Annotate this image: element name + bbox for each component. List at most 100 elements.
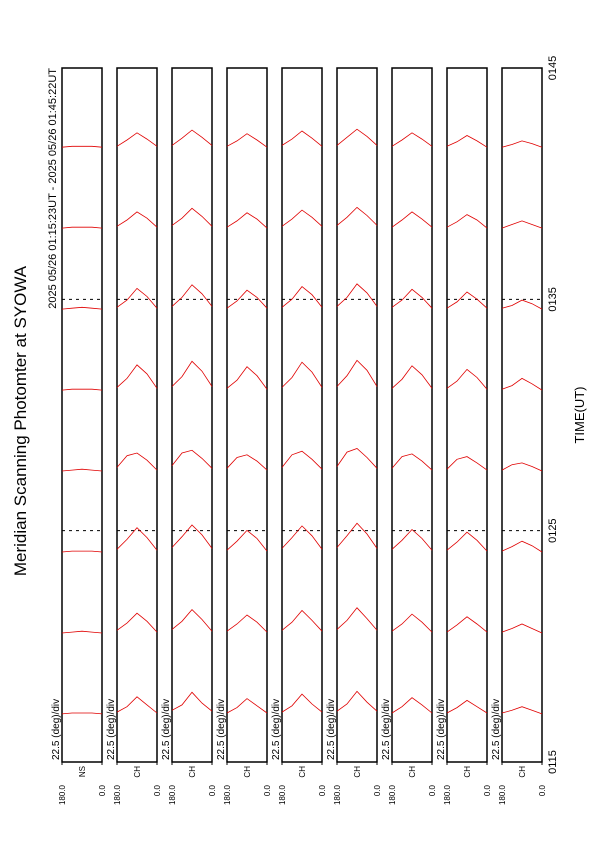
y-tick-label: 180.0 xyxy=(388,784,397,805)
scan-profile xyxy=(61,145,103,148)
channel-label: CH xyxy=(133,766,142,778)
scan-profile xyxy=(336,690,378,712)
scan-profile xyxy=(391,288,433,309)
subtitle: 2025 05/26 01:15:23UT - 2025 05/26 01:45… xyxy=(47,68,59,309)
x-tick-label: 0145 xyxy=(547,56,559,80)
scale-label: 22.5 (deg)/div xyxy=(51,699,62,760)
y-tick-label: 180.0 xyxy=(498,784,507,805)
y-tick-label: 180.0 xyxy=(333,784,342,805)
scan-profile xyxy=(446,214,488,229)
y-tick-label: 0.0 xyxy=(318,784,327,796)
scan-profile xyxy=(61,550,103,553)
scan-profile xyxy=(446,456,488,471)
scan-profile xyxy=(116,452,158,471)
scale-label: 22.5 (deg)/div xyxy=(491,699,502,760)
scan-profile xyxy=(501,140,543,148)
panel-frame xyxy=(226,67,268,763)
channel-label: CH xyxy=(408,766,417,778)
scan-profile xyxy=(336,359,378,387)
scan-profile xyxy=(446,616,488,633)
scan-profile xyxy=(391,365,433,389)
y-tick-label: 0.0 xyxy=(483,784,492,796)
scan-profile xyxy=(171,449,213,469)
scan-profile xyxy=(446,368,488,390)
panel-frame xyxy=(116,67,158,763)
x-tick-label: 0125 xyxy=(547,518,559,542)
scan-profile xyxy=(281,525,323,550)
scan-profile xyxy=(226,133,268,148)
scan-profile xyxy=(336,522,378,549)
scan-profile xyxy=(226,529,268,552)
scan-profile xyxy=(391,211,433,228)
scan-profile xyxy=(391,528,433,551)
y-tick-label: 180.0 xyxy=(168,784,177,805)
scale-label: 22.5 (deg)/div xyxy=(161,699,172,760)
scan-profile xyxy=(116,527,158,551)
scan-profile xyxy=(116,612,158,633)
y-tick-label: 180.0 xyxy=(278,784,287,805)
scan-profile xyxy=(171,609,213,632)
y-tick-label: 0.0 xyxy=(208,784,217,796)
y-tick-label: 0.0 xyxy=(538,784,547,796)
scan-profile xyxy=(336,448,378,469)
panel-frame xyxy=(281,67,323,763)
channel-label: CH xyxy=(518,766,527,778)
x-axis-label: TIME(UT) xyxy=(572,386,587,443)
channel-label: CH xyxy=(243,766,252,778)
scan-profile xyxy=(116,211,158,228)
panel-frame xyxy=(61,67,103,763)
y-tick-label: 180.0 xyxy=(113,784,122,805)
scan-profile xyxy=(446,291,488,309)
scan-profile xyxy=(391,613,433,633)
scan-profile xyxy=(61,712,103,715)
scan-profile xyxy=(61,306,103,310)
scan-profile xyxy=(281,609,323,632)
scan-profile xyxy=(501,623,543,634)
y-tick-label: 0.0 xyxy=(153,784,162,796)
scan-profile xyxy=(336,283,378,307)
scale-label: 22.5 (deg)/div xyxy=(106,699,117,760)
scale-label: 22.5 (deg)/div xyxy=(271,699,282,760)
scan-profile xyxy=(336,206,378,226)
scan-profile xyxy=(446,531,488,552)
chart-title: Meridian Scanning Photomter at SYOWA xyxy=(11,265,30,576)
channel-label: CH xyxy=(298,766,307,778)
y-tick-label: 0.0 xyxy=(263,784,272,796)
scan-profile xyxy=(336,607,378,631)
scan-profile xyxy=(61,388,103,391)
panel-frame xyxy=(446,67,488,763)
scan-profile xyxy=(501,706,543,715)
channel-label: CH xyxy=(463,766,472,778)
scan-profile xyxy=(226,698,268,714)
scan-profile xyxy=(116,364,158,389)
y-tick-label: 180.0 xyxy=(443,784,452,805)
scan-profile xyxy=(116,696,158,714)
scan-profile xyxy=(281,209,323,227)
scan-profile xyxy=(226,614,268,633)
scan-profile xyxy=(281,450,323,470)
x-tick-label: 0135 xyxy=(547,287,559,311)
scan-profile xyxy=(391,132,433,147)
scan-profile xyxy=(501,299,543,310)
scan-profile xyxy=(281,361,323,388)
scale-label: 22.5 (deg)/div xyxy=(436,699,447,760)
scale-label: 22.5 (deg)/div xyxy=(381,699,392,760)
y-tick-label: 180.0 xyxy=(223,784,232,805)
panel-frame xyxy=(391,67,433,763)
scan-profile xyxy=(391,697,433,714)
scan-profile xyxy=(226,366,268,390)
scan-profile xyxy=(336,128,378,146)
scan-profile xyxy=(501,462,543,472)
scan-profile xyxy=(61,226,103,229)
scan-profile xyxy=(171,524,213,549)
scan-profile xyxy=(61,630,103,634)
panel-frame xyxy=(501,67,543,763)
scan-profile xyxy=(281,286,323,308)
scan-profile xyxy=(501,540,543,553)
scan-profile xyxy=(226,454,268,471)
scan-profile xyxy=(171,284,213,307)
scan-profile xyxy=(446,135,488,148)
panel-frame xyxy=(171,67,213,763)
scan-profile xyxy=(446,699,488,714)
